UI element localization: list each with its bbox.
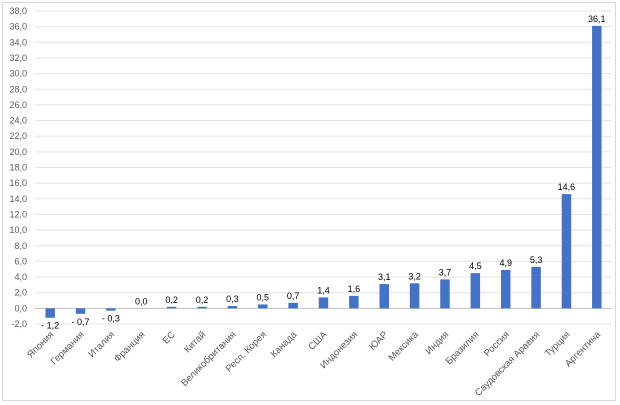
- bar: [197, 306, 207, 309]
- x-tick-label: Великобритания: [179, 329, 238, 388]
- data-label: 5,3: [530, 255, 543, 265]
- data-label: - 0,7: [72, 317, 90, 327]
- y-tick-label: 18,0: [9, 163, 27, 173]
- x-tick-label: Бразилия: [444, 329, 482, 367]
- data-label: 0,2: [196, 295, 209, 305]
- x-tick-label: Германия: [49, 329, 87, 367]
- bar: [45, 308, 55, 318]
- data-label: 0,3: [226, 294, 239, 304]
- data-label: 1,4: [317, 285, 330, 295]
- bar: [470, 273, 481, 309]
- x-tick-label: США: [306, 329, 330, 353]
- data-label: 3,1: [378, 272, 391, 282]
- bar: [500, 270, 511, 309]
- y-tick-label: 14,0: [9, 194, 27, 204]
- x-tick-label: Канада: [269, 329, 300, 360]
- data-labels: - 1,2 - 0,7 - 0,3 0,0 0,2 0,2 0,3 0,5 0,7 1,4 1,6 3…: [41, 14, 605, 331]
- data-label: 14,6: [558, 182, 576, 192]
- y-tick-label: 34,0: [9, 37, 27, 47]
- y-tick-label: 16,0: [9, 178, 27, 188]
- y-tick-label: 32,0: [9, 53, 27, 63]
- y-tick-label: 38,0: [9, 6, 27, 16]
- y-tick-label: 22,0: [9, 131, 27, 141]
- bar: [561, 194, 572, 309]
- data-label: 4,5: [469, 261, 482, 271]
- y-tick-label: 36,0: [9, 22, 27, 32]
- x-tick-label: Россия: [482, 329, 512, 359]
- x-tick-label: Китай: [182, 329, 208, 355]
- y-tick-label: 30,0: [9, 69, 27, 79]
- y-tick-label: 4,0: [14, 272, 27, 282]
- x-tick-label: ЕС: [161, 329, 178, 346]
- bar: [288, 302, 298, 309]
- data-label: 1,6: [348, 284, 361, 294]
- y-tick-label: 0,0: [14, 303, 27, 313]
- y-axis-ticks: -2,0 0,0 2,0 4,0 6,0 8,0 10,0 12,0 14,0 16,0 18,0 2…: [9, 6, 27, 329]
- x-tick-label: Франция: [112, 329, 147, 364]
- y-tick-label: 10,0: [9, 225, 27, 235]
- data-label: - 0,3: [102, 314, 120, 324]
- y-tick-label: 26,0: [9, 100, 27, 110]
- data-label: - 1,2: [41, 321, 59, 331]
- y-tick-label: 6,0: [14, 256, 27, 266]
- bars: [45, 25, 602, 318]
- bar: [166, 306, 177, 309]
- x-tick-label: ЮАР: [367, 329, 390, 352]
- chart-frame: [2, 2, 616, 401]
- y-tick-label: 20,0: [9, 147, 27, 157]
- y-tick-label: 24,0: [9, 116, 27, 126]
- data-label: 36,1: [588, 14, 606, 24]
- data-label: 3,7: [439, 267, 452, 277]
- x-tick-label: Мексика: [387, 329, 422, 364]
- bar: [227, 306, 238, 309]
- y-tick-label: -2,0: [11, 319, 27, 329]
- bar: [349, 295, 359, 309]
- x-tick-label: Индия: [423, 329, 451, 357]
- bar: [440, 279, 450, 309]
- bar: [258, 304, 268, 309]
- data-label: 3,2: [408, 271, 421, 281]
- bar: [592, 25, 602, 309]
- bar: [379, 284, 389, 309]
- bar: [75, 308, 86, 314]
- data-label: 0,5: [257, 292, 270, 302]
- y-tick-label: 2,0: [14, 288, 27, 298]
- bar: [409, 283, 420, 309]
- data-label: 0,2: [165, 295, 178, 305]
- data-label: 0,0: [135, 296, 148, 306]
- y-tick-label: 8,0: [14, 241, 27, 251]
- y-tick-label: 28,0: [9, 84, 27, 94]
- gridlines: [35, 10, 612, 325]
- data-label: 0,7: [287, 291, 300, 301]
- bar: [106, 308, 116, 311]
- bar: [531, 266, 541, 309]
- data-label: 4,9: [499, 258, 512, 268]
- x-tick-label: Турция: [543, 329, 573, 359]
- y-tick-label: 12,0: [9, 209, 27, 219]
- bar: [318, 297, 329, 309]
